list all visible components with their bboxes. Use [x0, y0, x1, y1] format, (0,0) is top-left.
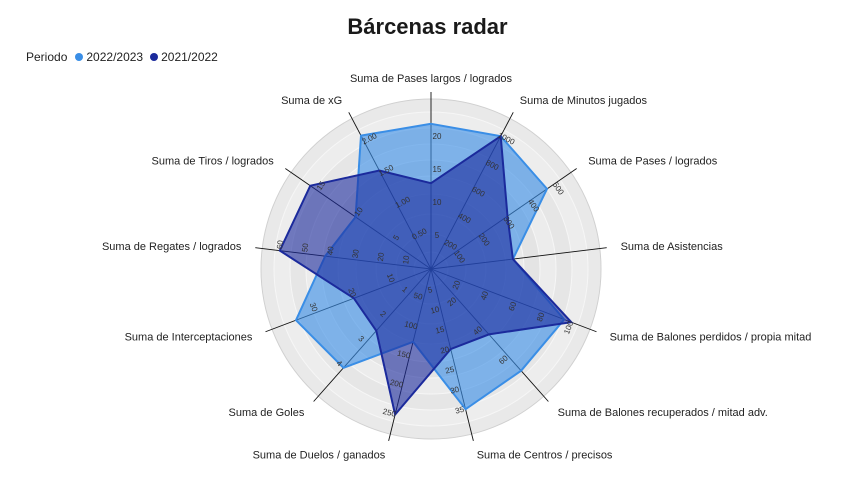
tick-label: 200: [389, 378, 405, 390]
tick-label: 20: [451, 279, 463, 291]
axis-label: Suma de Asistencias: [621, 241, 724, 253]
tick-label: 20: [346, 287, 358, 299]
tick-label: 40: [479, 289, 491, 301]
axis-label: Suma de Balones perdidos / propia mitad: [610, 332, 812, 344]
axis-label: Suma de xG: [281, 95, 342, 107]
legend: Periodo 2022/2023 2021/2022: [26, 50, 225, 64]
tick-label: 10: [385, 272, 397, 284]
tick-label: 30: [308, 301, 320, 313]
axis-label: Suma de Pases largos / logrados: [350, 73, 513, 85]
tick-label: 40: [326, 245, 336, 255]
axis-label: Suma de Pases / logrados: [588, 155, 718, 167]
legend-item-2021-2022[interactable]: 2021/2022: [150, 50, 218, 64]
axis-label: Suma de Centros / precisos: [477, 449, 613, 461]
tick-label: 5: [435, 231, 440, 240]
tick-label: 10: [433, 198, 442, 207]
tick-label: 20: [439, 345, 450, 356]
axis-label: Suma de Duelos / ganados: [253, 449, 386, 461]
tick-label: 100: [403, 319, 419, 331]
chart-title: Bárcenas radar: [347, 14, 508, 39]
tick-label: 15: [434, 325, 445, 336]
tick-label: 15: [433, 165, 442, 174]
tick-label: 20: [376, 251, 386, 261]
tick-label: 80: [535, 311, 547, 323]
tick-label: 60: [507, 300, 519, 312]
tick-label: 250: [382, 407, 398, 419]
legend-title: Periodo: [26, 50, 68, 64]
tick-label: 30: [351, 248, 361, 258]
tick-label: 50: [413, 291, 424, 302]
tick-label: 10: [430, 305, 441, 316]
tick-label: 60: [275, 239, 285, 249]
tick-label: 2: [378, 309, 388, 319]
tick-label: 30: [449, 385, 460, 396]
tick-label: 10: [401, 254, 411, 264]
axis-label: Suma de Goles: [229, 407, 305, 419]
legend-item-2022-2023[interactable]: 2022/2023: [75, 50, 143, 64]
legend-label: 2021/2022: [161, 50, 218, 64]
tick-label: 20: [433, 132, 442, 141]
tick-label: 1: [400, 285, 410, 295]
axis-label: Suma de Interceptaciones: [125, 332, 253, 344]
legend-dot-icon: [150, 53, 159, 61]
axis-label: Suma de Balones recuperados / mitad adv.: [558, 407, 768, 419]
tick-label: 3: [356, 334, 366, 344]
tick-label: 150: [396, 349, 412, 361]
axis-label: Suma de Tiros / logrados: [152, 155, 275, 167]
series-area-2021-2022: [278, 134, 574, 417]
tick-label: 4: [335, 359, 345, 369]
tick-label: 35: [454, 405, 465, 416]
legend-dot-icon: [75, 53, 84, 61]
tick-label: 5: [427, 285, 434, 295]
axis-label: Suma de Regates / logrados: [102, 241, 242, 253]
tick-label: 5: [391, 233, 401, 242]
tick-label: 50: [300, 242, 310, 252]
legend-label: 2022/2023: [86, 50, 144, 64]
tick-label: 25: [444, 365, 455, 376]
axis-label: Suma de Minutos jugados: [520, 95, 648, 107]
